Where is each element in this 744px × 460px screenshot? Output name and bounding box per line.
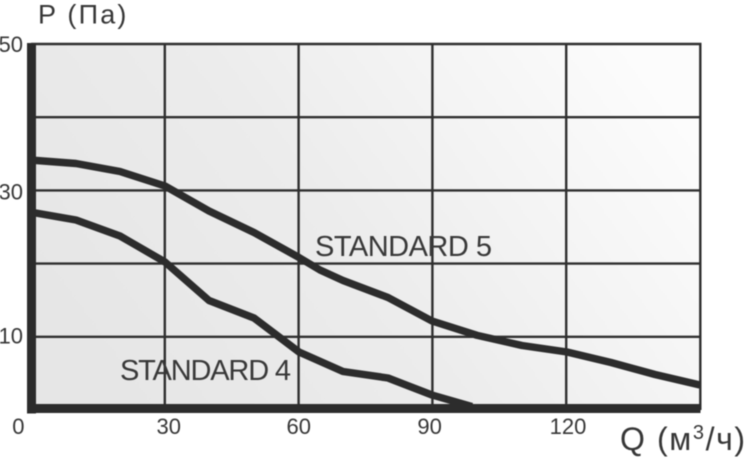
svg-text:60: 60: [286, 414, 310, 439]
svg-text:30: 30: [157, 414, 181, 439]
svg-text:30: 30: [0, 180, 23, 205]
svg-text:P (Па): P (Па): [38, 0, 129, 30]
svg-text:STANDARD 4: STANDARD 4: [120, 355, 291, 387]
svg-text:Q (м3/ч): Q (м3/ч): [620, 421, 744, 457]
svg-text:120: 120: [550, 414, 587, 439]
svg-text:10: 10: [0, 324, 23, 349]
svg-text:50: 50: [0, 32, 23, 57]
svg-text:STANDARD 5: STANDARD 5: [315, 231, 492, 263]
svg-text:0: 0: [12, 414, 24, 439]
svg-text:90: 90: [417, 414, 441, 439]
